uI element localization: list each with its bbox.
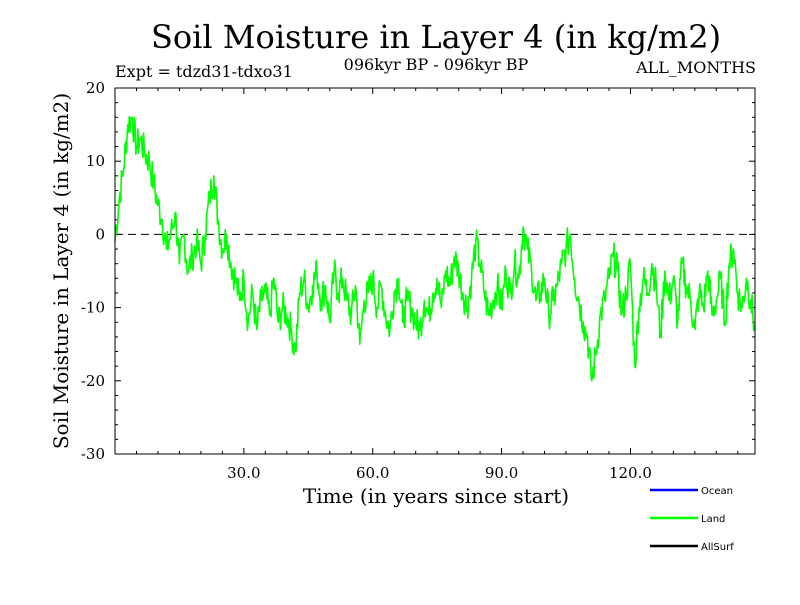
y-tick-label: 20 bbox=[86, 79, 105, 97]
land-series-line bbox=[114, 115, 756, 382]
y-tick-label: 10 bbox=[86, 152, 105, 170]
legend: Ocean Land AllSurf bbox=[650, 486, 734, 553]
x-axis-label: Time (in years since start) bbox=[303, 484, 569, 508]
plot-frame bbox=[114, 87, 756, 455]
legend-land-label: Land bbox=[701, 514, 725, 525]
experiment-label: Expt = tdzd31-tdxo31 bbox=[115, 62, 293, 81]
x-tick-label: 90.0 bbox=[485, 464, 518, 482]
legend-ocean-label: Ocean bbox=[701, 486, 733, 497]
x-axis-ticks: 30.0 60.0 90.0 120.0 bbox=[135, 88, 739, 482]
x-tick-label: 60.0 bbox=[356, 464, 389, 482]
x-tick-label: 120.0 bbox=[609, 464, 652, 482]
chart-title: Soil Moisture in Layer 4 (in kg/m2) bbox=[151, 18, 721, 56]
y-tick-label: -30 bbox=[81, 445, 105, 463]
months-label: ALL_MONTHS bbox=[635, 58, 756, 77]
y-tick-label: -10 bbox=[81, 299, 105, 317]
x-tick-label: 30.0 bbox=[227, 464, 260, 482]
period-label: 096kyr BP - 096kyr BP bbox=[344, 55, 529, 74]
y-tick-label: 0 bbox=[95, 225, 105, 243]
legend-allsurf-label: AllSurf bbox=[701, 542, 734, 553]
y-tick-label: -20 bbox=[81, 372, 105, 390]
y-axis-label: Soil Moisture in Layer 4 (in kg/m2) bbox=[49, 93, 73, 449]
